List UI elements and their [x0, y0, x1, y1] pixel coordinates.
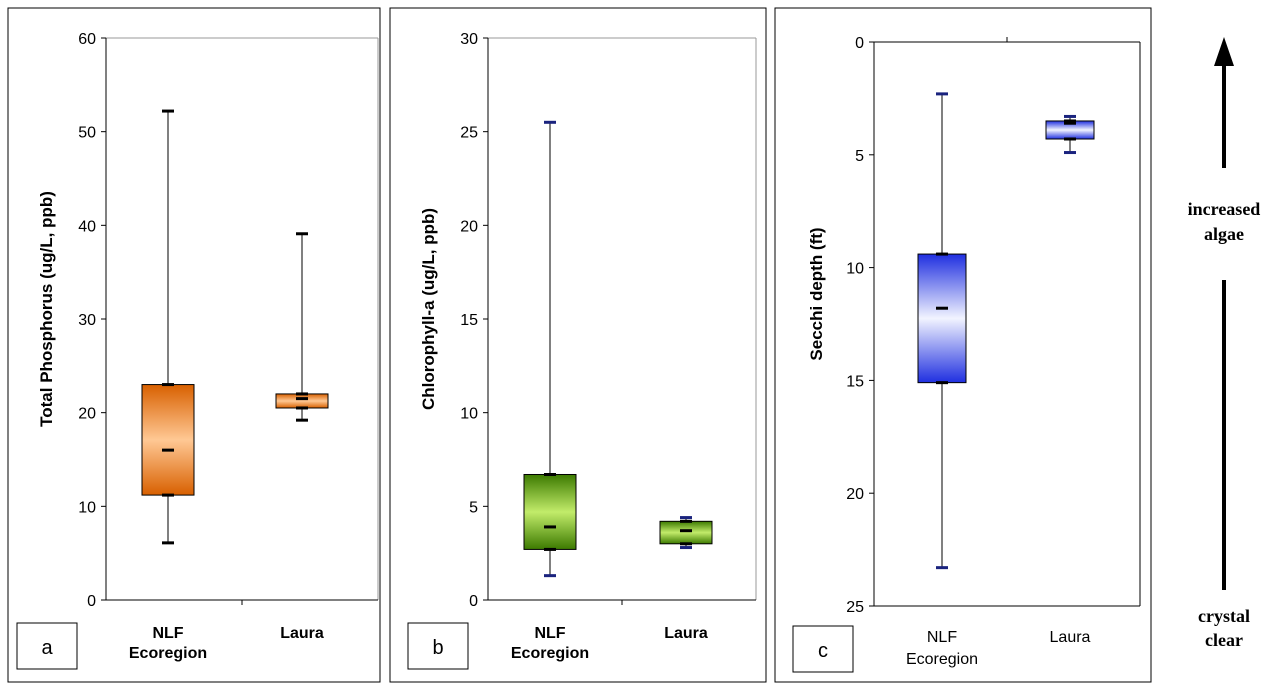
y-tick-label: 30	[460, 31, 478, 48]
y-tick-label: 0	[855, 35, 864, 52]
y-tick-label: 0	[469, 593, 478, 610]
y-tick-label: 5	[469, 499, 478, 516]
y-tick-label: 10	[78, 499, 96, 516]
y-tick-label: 60	[78, 31, 96, 48]
category-label: NLF	[152, 625, 183, 642]
y-tick-label: 40	[78, 218, 96, 235]
top-label-line-1: increased	[1188, 199, 1261, 219]
panel-letter-box	[16, 622, 78, 670]
category-label: Ecoregion	[906, 651, 978, 668]
category-label: Ecoregion	[511, 645, 589, 662]
panel-b-frame	[389, 7, 767, 683]
category-label: Laura	[664, 625, 708, 642]
y-tick-label: 25	[460, 125, 478, 142]
side-annotation: increased algae crystal clear	[1188, 37, 1261, 650]
panel-letter-box	[792, 625, 854, 673]
bottom-label-line-2: clear	[1205, 630, 1243, 650]
y-tick-label: 10	[460, 406, 478, 423]
panel-letter-box	[407, 622, 469, 670]
y-tick-label: 20	[846, 486, 864, 503]
y-tick-label: 25	[846, 599, 864, 616]
y-tick-label: 20	[460, 218, 478, 235]
y-tick-label: 15	[460, 312, 478, 329]
panel-b-chart: 0 5 10 15 20 25 30 Chlorophyll-a (ug/L, ppb) NLF…	[407, 31, 757, 670]
y-tick-label: 5	[855, 148, 864, 165]
panel-a-frame	[7, 7, 381, 683]
y-axis-title: Secchi depth (ft)	[807, 227, 826, 360]
panel-a-chart: 0 10 20 30 40 50 60 Total Phosphorus (ug/L, ppb…	[16, 31, 379, 670]
panel-letter: c	[818, 640, 828, 662]
y-tick-label: 50	[78, 125, 96, 142]
box-iqr	[141, 384, 195, 496]
top-label-line-2: algae	[1204, 224, 1244, 244]
y-tick-label: 0	[87, 593, 96, 610]
box-iqr	[275, 393, 329, 409]
panel-letter: b	[432, 637, 443, 659]
y-tick-label: 10	[846, 261, 864, 278]
category-label: Laura	[1050, 629, 1091, 646]
y-tick-label: 15	[846, 373, 864, 390]
bottom-label-line-1: crystal	[1198, 606, 1250, 626]
category-label: Laura	[280, 625, 324, 642]
box-iqr	[523, 473, 577, 550]
box-iqr	[917, 253, 967, 384]
y-axis-title: Chlorophyll-a (ug/L, ppb)	[419, 208, 438, 410]
panel-c-chart: 0 5 10 15 20 25 Secchi depth (ft) NLF Ecoregion L…	[792, 35, 1141, 673]
arrow-head-icon	[1214, 37, 1234, 66]
panel-c-frame	[774, 7, 1152, 683]
category-label: Ecoregion	[129, 645, 207, 662]
category-label: NLF	[927, 629, 957, 646]
y-tick-label: 30	[78, 312, 96, 329]
y-tick-label: 20	[78, 406, 96, 423]
y-axis-title: Total Phosphorus (ug/L, ppb)	[37, 191, 56, 427]
category-label: NLF	[534, 625, 565, 642]
box-iqr	[659, 520, 713, 545]
panel-letter: a	[41, 637, 53, 659]
